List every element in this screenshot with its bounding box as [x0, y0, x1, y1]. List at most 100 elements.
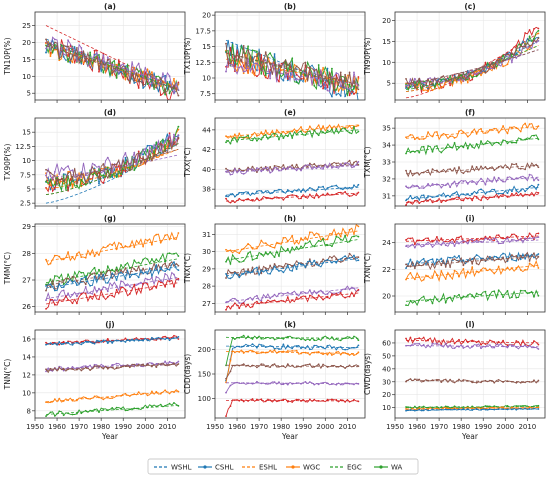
series-marker [519, 176, 522, 178]
series-marker [146, 272, 149, 275]
series-line [45, 360, 179, 372]
series-marker [80, 178, 83, 181]
series-marker [67, 170, 69, 173]
series-marker [339, 191, 342, 194]
series-marker [278, 242, 280, 245]
series-marker [58, 397, 61, 400]
y-tick-label: 31 [202, 231, 211, 239]
series-marker [515, 259, 518, 262]
series-marker [422, 257, 425, 260]
series-marker [242, 363, 245, 365]
trend-line [406, 408, 539, 411]
series-marker [247, 134, 249, 137]
series-marker [422, 278, 425, 281]
series-marker [256, 139, 258, 142]
series-marker [233, 59, 236, 62]
series-marker [291, 270, 294, 272]
series-marker [233, 195, 236, 198]
series-marker [264, 165, 267, 168]
series-marker [106, 338, 109, 340]
series-marker [124, 341, 127, 343]
series-marker [98, 411, 100, 413]
series-marker [409, 78, 412, 81]
y-tick-label: 28 [22, 250, 31, 258]
x-tick-label: 1960 [228, 423, 246, 431]
series-marker [269, 366, 272, 369]
series-marker [453, 245, 456, 247]
series-marker [295, 398, 298, 401]
series-marker [62, 279, 65, 282]
series-marker [409, 82, 412, 85]
series-marker [493, 188, 496, 191]
series-marker [418, 77, 421, 80]
series-marker [427, 169, 429, 172]
series-marker [168, 268, 171, 271]
series-marker [115, 362, 118, 365]
series-marker [93, 170, 96, 173]
series-marker [344, 348, 347, 351]
series-marker [537, 166, 540, 169]
series-marker [488, 344, 491, 347]
series-marker [155, 264, 158, 267]
series-marker [58, 293, 61, 296]
series-marker [502, 242, 504, 244]
series-marker [286, 64, 289, 67]
series-marker [497, 63, 500, 66]
series-marker [264, 296, 267, 299]
series-marker [256, 294, 258, 297]
series-marker [93, 272, 96, 275]
series-marker [168, 402, 171, 405]
series-marker [519, 258, 522, 261]
series-marker [256, 366, 258, 369]
series-marker [317, 134, 320, 137]
series-marker [506, 237, 509, 240]
series-marker [480, 177, 482, 180]
series-marker [155, 75, 158, 78]
trend-line [405, 239, 539, 246]
series-marker [53, 398, 56, 401]
series-marker [53, 289, 56, 292]
series-marker [247, 58, 249, 61]
series-marker [173, 261, 175, 264]
series-marker [506, 63, 509, 66]
y-tick-label: 35 [382, 125, 391, 133]
series-marker [286, 350, 289, 352]
series-group [225, 334, 360, 417]
series-marker [133, 259, 136, 262]
series-marker [295, 169, 298, 172]
series-marker [484, 379, 487, 382]
series-marker [471, 294, 474, 297]
series-marker [317, 233, 320, 236]
panel-label: (d) [104, 108, 116, 117]
series-marker [471, 71, 474, 74]
series-marker [511, 192, 513, 195]
series-marker [326, 296, 329, 299]
series-marker [269, 192, 272, 195]
series-marker [286, 344, 289, 347]
series-marker [251, 338, 254, 340]
series-marker [440, 201, 443, 204]
series-marker [335, 184, 338, 187]
series-marker [76, 302, 78, 305]
series-marker [326, 71, 329, 74]
series-marker [537, 267, 540, 269]
series-marker [466, 182, 469, 185]
series-marker [537, 37, 540, 40]
series-marker [282, 237, 285, 239]
series-marker [304, 74, 307, 77]
series-marker [317, 294, 320, 297]
series-marker [142, 153, 144, 156]
series-marker [475, 132, 478, 135]
series-marker [151, 85, 153, 87]
series-marker [304, 339, 307, 342]
trend-line [45, 236, 179, 262]
series-marker [151, 275, 153, 277]
series-marker [168, 75, 171, 77]
series-marker [444, 405, 447, 408]
y-tick-label: 32 [382, 175, 391, 183]
series-marker [458, 76, 460, 79]
series-marker [413, 409, 416, 412]
series-marker [405, 136, 407, 139]
series-marker [67, 60, 69, 63]
series-marker [159, 392, 162, 395]
